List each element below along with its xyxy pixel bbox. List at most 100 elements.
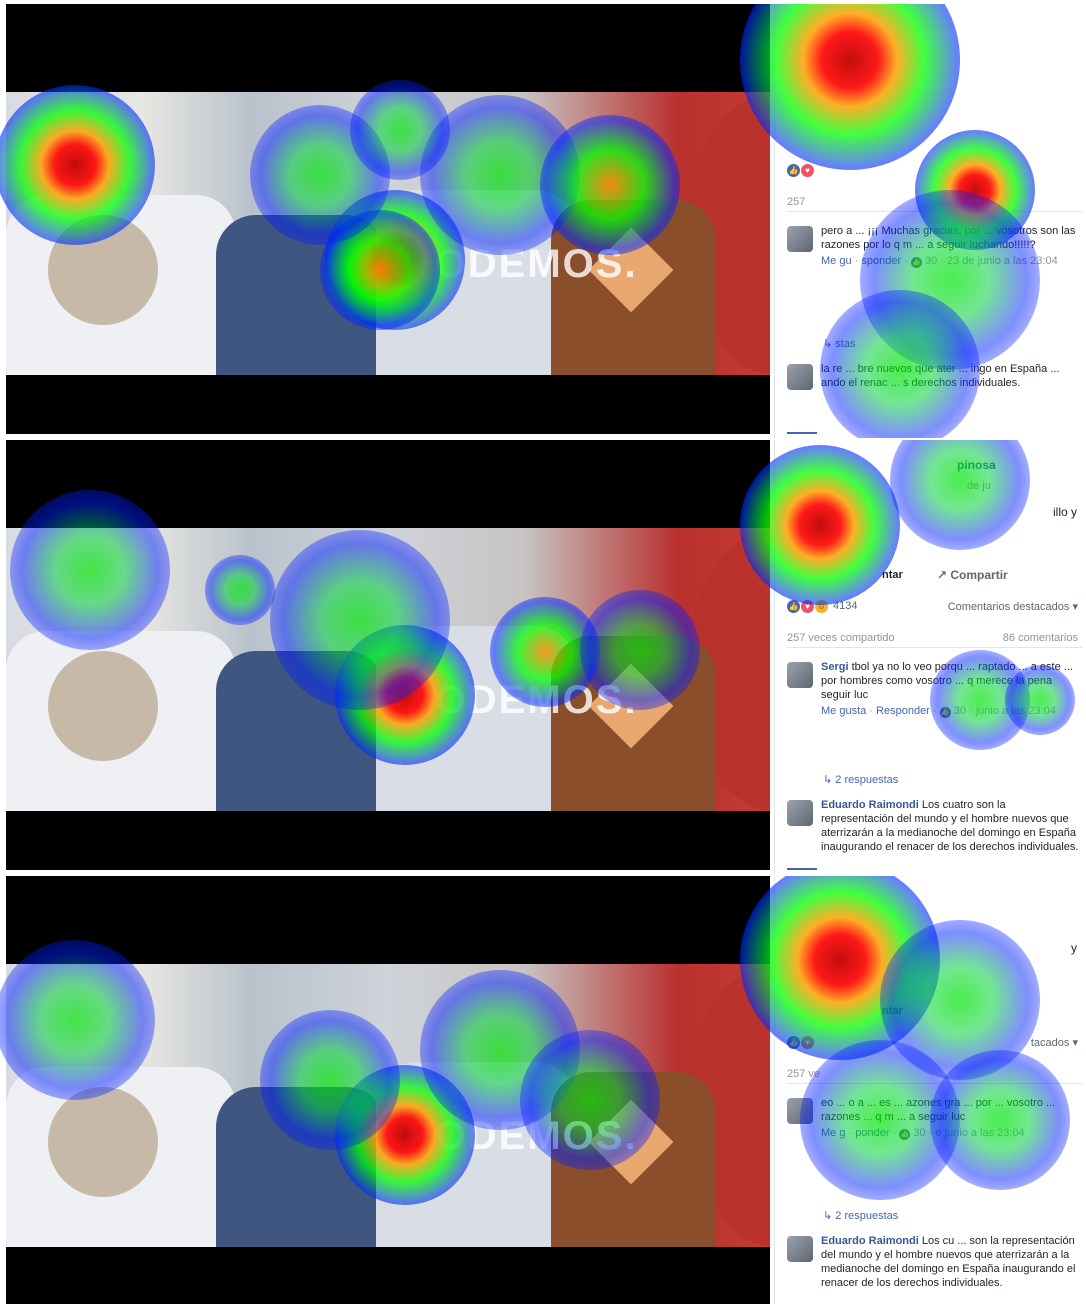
reaction-icons[interactable]: 👍 ♥	[787, 164, 814, 177]
loading-bar	[787, 432, 817, 434]
sort-label: Comentarios destacados	[947, 601, 1070, 613]
video-frame: PODEMOS.	[6, 528, 770, 811]
post-header	[787, 14, 1077, 74]
avatar[interactable]	[787, 226, 813, 252]
like-icon: 👍	[910, 257, 922, 268]
comment-meta: Me g · ponder · 👍 30 · e junio a las 23:…	[821, 1127, 1025, 1140]
person-2	[216, 215, 386, 375]
like-link[interactable]: Me gusta	[821, 705, 867, 717]
video-player[interactable]: PODEMOS.	[6, 4, 770, 434]
comment-sort-dropdown[interactable]: Comentarios destacados ▾	[948, 600, 1078, 613]
facebook-sidebar: 👍 ♥ 257 pero a ... ¡¡¡ Muchas gracias, p…	[774, 4, 1086, 438]
post-date[interactable]: de ju	[967, 480, 991, 492]
like-icon: 👍	[787, 1036, 800, 1049]
loading-bar	[787, 868, 817, 870]
share-count[interactable]: 257 ve	[787, 1068, 821, 1080]
comment-like-count: 30	[924, 255, 938, 267]
like-icon: 👍	[787, 600, 800, 613]
podemos-logo: PODEMOS.	[406, 1114, 638, 1158]
reaction-icons[interactable]: 👍 ♥	[787, 1036, 814, 1049]
person-2	[216, 1087, 386, 1247]
video-player[interactable]: PODEMOS.	[6, 440, 770, 870]
like-link[interactable]: Me g	[821, 1127, 846, 1139]
reactions-row: 👍 ♥	[787, 164, 1082, 182]
comment-text: Los cu ... son la representación del mun…	[821, 1235, 1076, 1289]
avatar[interactable]	[787, 1098, 813, 1124]
comment-item: pero a ... ¡¡¡ Muchas gracias, por ... v…	[787, 224, 1079, 268]
like-icon: 👍	[787, 164, 800, 177]
like-icon: 👍	[899, 1129, 911, 1140]
comment-text: pero a ... ¡¡¡ Muchas gracias, por ... v…	[821, 225, 1076, 251]
heatmap-panel-3: PODEMOS. y ntar 👍 ♥ tacados ▾ 257 ve	[0, 876, 1086, 1304]
heatmap-panel-1: PODEMOS. 👍 ♥ 257 pero	[0, 4, 1086, 438]
video-frame: PODEMOS.	[6, 92, 770, 375]
avatar[interactable]	[787, 800, 813, 826]
commenter-name[interactable]: Eduardo Raimondi	[821, 799, 919, 811]
comment-meta: Me gu · sponder · 👍 30 · 23 de junio a l…	[821, 255, 1058, 268]
chevron-down-icon: ▾	[1072, 1037, 1078, 1049]
replies-label: stas	[835, 338, 856, 350]
comment-item: Eduardo Raimondi Los cu ... son la repre…	[787, 1234, 1079, 1290]
post-actions	[787, 132, 1077, 152]
reactions-row: 👍 ♥ tacados ▾	[787, 1036, 1082, 1054]
person-4	[551, 636, 716, 811]
post-actions: ntar ↗ Compartir	[787, 568, 1077, 588]
comment-date[interactable]: e junio a las 23:04	[935, 1127, 1025, 1139]
reaction-count[interactable]: 4134	[833, 600, 858, 612]
comment-text: la re ... bre nuevos que ater ... ingo e…	[821, 363, 1060, 389]
person-1	[6, 631, 236, 811]
commenter-name[interactable]: Eduardo Raimondi	[821, 1235, 919, 1247]
view-replies-link[interactable]: ↳ 2 respuestas	[823, 1210, 899, 1222]
view-replies-link[interactable]: ↳ 2 respuestas	[823, 774, 899, 786]
love-icon: ♥	[801, 164, 814, 177]
sort-label: tacados	[1030, 1037, 1070, 1049]
comment-like-count: 30	[953, 705, 966, 717]
facebook-sidebar: pinosa de ju illo y ntar ↗ Compartir 👍 ♥…	[774, 440, 1086, 874]
avatar[interactable]	[787, 662, 813, 688]
reply-link[interactable]: sponder	[861, 255, 902, 267]
podemos-logo: PODEMOS.	[406, 242, 638, 286]
facebook-sidebar: y ntar 👍 ♥ tacados ▾ 257 ve eo ... o a .…	[774, 876, 1086, 1304]
person-1	[6, 1067, 236, 1247]
person-2	[216, 651, 386, 811]
post-header: pinosa de ju	[787, 450, 1077, 510]
post-author[interactable]: pinosa	[957, 458, 996, 472]
video-player[interactable]: PODEMOS.	[6, 876, 770, 1304]
reply-link[interactable]: Responder	[876, 705, 930, 717]
post-header	[787, 886, 1077, 946]
reaction-icons[interactable]: 👍 ♥ ☺	[787, 600, 828, 613]
share-label: Compartir	[950, 568, 1008, 582]
reactions-row: 👍 ♥ ☺ 4134 Comentarios destacados ▾	[787, 600, 1082, 618]
comment-button[interactable]: ntar	[882, 1005, 903, 1017]
chevron-down-icon: ▾	[1072, 601, 1078, 613]
commenter-name[interactable]: Sergi	[821, 661, 849, 673]
comment-date[interactable]: junio a las 23:04	[975, 705, 1056, 717]
person-4	[551, 200, 716, 375]
share-count-row: 257 ve	[787, 1068, 1082, 1084]
comment-meta: Me gusta · Responder · 👍 30 · junio a la…	[821, 705, 1056, 718]
podemos-logo: PODEMOS.	[406, 678, 638, 722]
comment-sort-dropdown[interactable]: tacados ▾	[1031, 1036, 1078, 1049]
comment-text: eo ... o a ... es ... azones gra ... por…	[821, 1097, 1056, 1123]
reply-link[interactable]: ponder	[855, 1127, 890, 1139]
avatar[interactable]	[787, 364, 813, 390]
post-snippet: illo y	[1052, 505, 1077, 519]
video-frame: PODEMOS.	[6, 964, 770, 1247]
replies-label: 2 respuestas	[835, 1210, 899, 1222]
replies-label: 2 respuestas	[835, 774, 899, 786]
like-link[interactable]: Me gu	[821, 255, 852, 267]
share-count[interactable]: 257	[787, 196, 806, 208]
avatar[interactable]	[787, 1236, 813, 1262]
heatmap-panel-2: PODEMOS. pinosa de ju illo y ntar ↗ Comp…	[0, 440, 1086, 874]
post-snippet: y	[1071, 941, 1077, 955]
person-1	[6, 195, 236, 375]
haha-icon: ☺	[815, 600, 828, 613]
view-replies-link[interactable]: ↳ stas	[823, 338, 856, 350]
comment-count[interactable]: 86 comentarios	[1002, 632, 1078, 644]
share-count[interactable]: 257 veces compartido	[787, 632, 895, 644]
share-button[interactable]: ↗ Compartir	[937, 568, 1008, 582]
comment-date[interactable]: 23 de junio a las 23:04	[947, 255, 1058, 267]
comment-item: la re ... bre nuevos que ater ... ingo e…	[787, 362, 1079, 390]
comment-text: Los cuatro son la representación del mun…	[821, 799, 1079, 853]
love-icon: ♥	[801, 1036, 814, 1049]
